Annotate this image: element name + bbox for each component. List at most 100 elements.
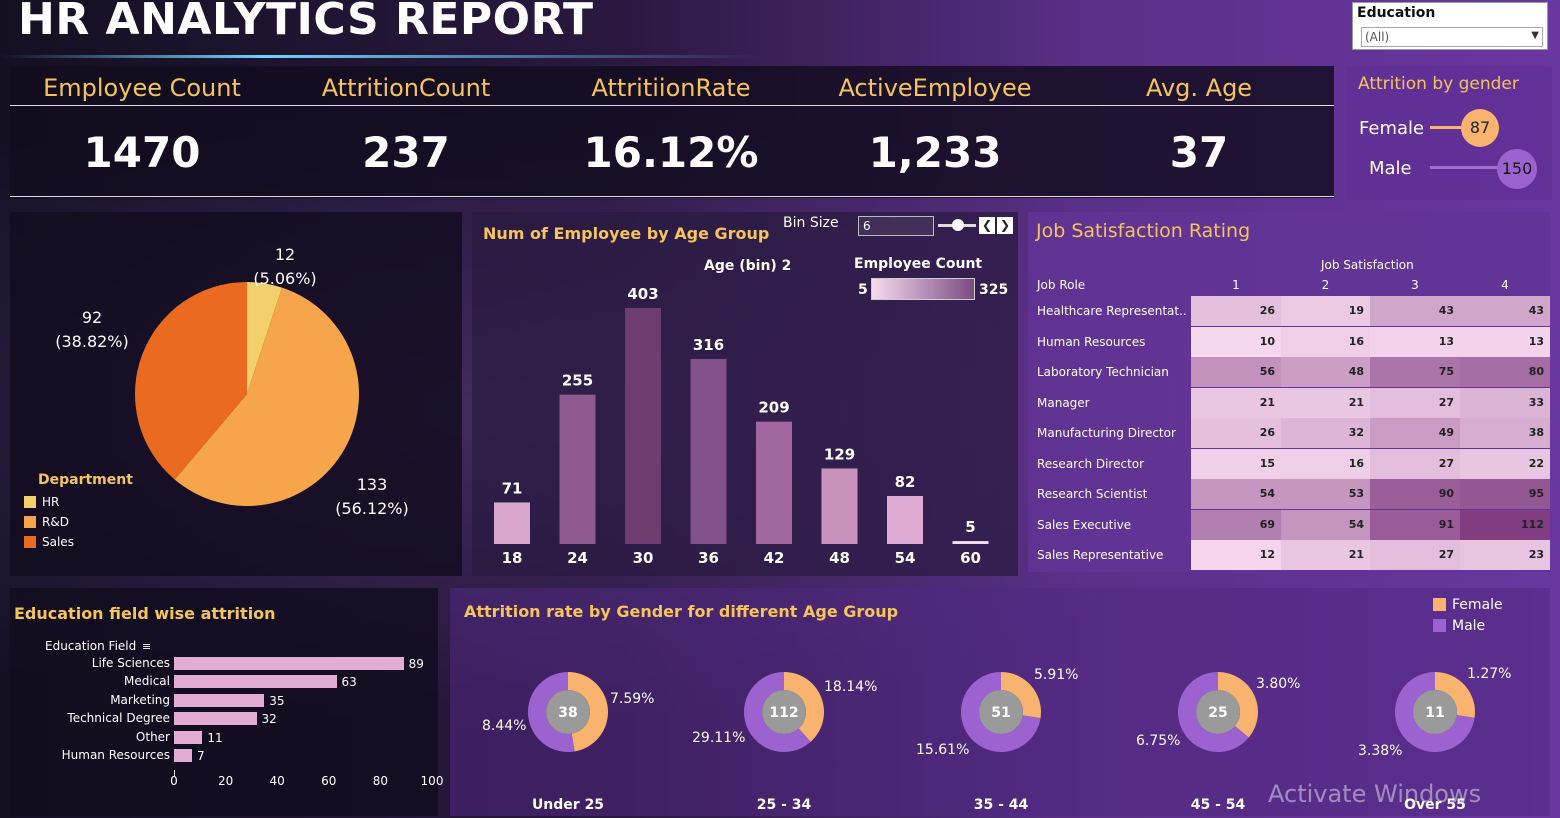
donut-center [546,690,590,734]
heatmap-cell: 112 [1460,509,1550,540]
heatmap-cell: 27 [1370,540,1460,570]
donut-age-label: 45 - 54 [1191,797,1246,813]
donut-female-slice [1218,672,1258,738]
donut-age-label: 35 - 44 [974,797,1029,813]
heatmap-cell: 54 [1191,479,1281,509]
bin-size-input[interactable]: 6 [858,216,934,236]
kpi-label-employee-count: Employee Count [43,74,241,102]
heatmap-cell: 69 [1191,509,1281,540]
heatmap-cell: 21 [1281,387,1370,418]
donut-male-pct: 15.61% [916,742,969,758]
gender-age-title: Attrition rate by Gender for different A… [464,602,899,621]
age-axis-label: Age (bin) 2 [704,258,792,274]
pie-slice-sales [135,282,247,480]
heatmap-row-label: Research Scientist [1037,487,1148,501]
legend-label-sales: Sales [42,535,74,549]
heatmap-row-label: Sales Executive [1037,517,1132,532]
legend-swatch-female [1433,598,1446,611]
donut-male-slice [961,672,1041,752]
gender-age-donut-chart: 38 7.59% 8.44% Under 25 112 18.14% 29.11% 25 - … [482,666,1511,813]
edu-axis-tick-label: 80 [372,774,389,788]
heatmap-cell: 23 [1460,540,1550,570]
chevron-left-icon[interactable]: ❮ [979,217,995,234]
sort-icon[interactable]: ≡ [142,640,152,653]
kpi-label-attrition-rate: AttritiionRate [591,74,751,102]
heatmap-cell: 32 [1281,418,1370,448]
heatmap-cell: 54 [1281,509,1370,540]
edu-axis-tick-label: 0 [170,774,178,788]
heatmap-cell: 15 [1191,448,1281,479]
edu-axis-tick-label: 100 [420,774,444,788]
heatmap-row-label: Research Director [1037,456,1145,471]
heatmap-cell: 19 [1281,296,1370,326]
chevron-right-icon[interactable]: ❯ [997,217,1013,234]
heatmap-cell: 53 [1281,479,1370,509]
kpi-divider [10,105,1334,106]
legend-label-hr: HR [42,495,60,509]
pie-label-sales-count: 92 [82,308,102,327]
edu-bar-label: Medical [124,674,170,689]
heatmap-cell: 43 [1370,296,1460,326]
edu-bar-value: 11 [207,730,223,745]
bin-size-label: Bin Size [783,215,839,231]
gender-attrition-title: Attrition by gender [1358,74,1519,94]
edu-bar-label: Technical Degree [67,711,170,726]
donut-male-pct: 3.38% [1358,743,1402,759]
heatmap-row-label: Manufacturing Director [1037,426,1176,440]
donut-female-slice [784,672,824,742]
edu-bar [174,693,265,707]
donut-total: 25 [1208,705,1227,721]
age-bar-30 [625,308,661,544]
heatmap-cell: 12 [1191,540,1281,570]
heatmap-cell: 33 [1460,387,1550,418]
heatmap-cell: 90 [1370,479,1460,509]
edu-bar-label: Human Resources [61,748,170,762]
bin-size-slider-handle[interactable] [952,219,964,231]
age-group-title: Num of Employee by Age Group [483,224,770,243]
edu-bar-label: Other [135,729,170,744]
pie-label-rd-count: 133 [357,475,388,494]
legend-swatch-hr [24,496,36,508]
donut-total: 51 [991,705,1010,721]
edu-axis-tick-label: 20 [217,774,234,788]
kpi-value-attrition-count: 237 [362,128,450,177]
heatmap-cell: 95 [1460,479,1550,509]
gender-male-line [1430,166,1500,169]
heatmap-cell: 80 [1460,357,1550,387]
donut-male-slice [1178,672,1249,752]
edu-bar-value: 7 [197,749,205,763]
age-bar-category-30: 30 [633,549,654,567]
edu-bar-value: 63 [341,675,357,690]
edu-bar-value: 89 [408,657,424,671]
donut-center [1413,690,1457,734]
watermark: Activate Windows [1268,780,1482,808]
legend-swatch-rd [24,516,36,528]
education-field-header: Education Field [45,639,137,653]
education-filter[interactable]: Education (All) ▼ [1352,2,1548,50]
donut-center [1196,690,1240,734]
education-dropdown[interactable]: (All) ▼ [1361,27,1543,47]
donut-male-slice [1395,672,1475,752]
heatmap-cell: 16 [1281,448,1370,479]
pie-label-hr-pct: (5.06%) [253,269,316,288]
age-bar-value-42: 209 [758,399,789,417]
donut-female-pct: 1.27% [1467,666,1511,682]
heatmap-col-header-4: 4 [1501,278,1509,292]
donut-total: 38 [558,705,577,721]
job-satisfaction-title: Job Satisfaction Rating [1036,220,1251,242]
pie-slice-hr [247,282,283,394]
donut-age-label: Over 55 [1404,797,1466,813]
donut-female-pct: 7.59% [610,691,654,707]
heatmap-row-label: Sales Representative [1037,548,1164,562]
edu-bar [174,675,337,689]
donut-male-slice [744,672,811,752]
age-bar-value-48: 129 [824,445,855,463]
edu-bar [174,730,203,744]
donut-female-pct: 5.91% [1034,667,1078,683]
donut-age-label: 25 - 34 [757,797,812,813]
heatmap-cell: 21 [1191,387,1281,418]
employee-count-legend-title: Employee Count [854,256,983,272]
heatmap-col-header-2: 2 [1321,278,1330,292]
heatmap-cell: 26 [1191,418,1281,448]
age-bar-value-30: 403 [627,285,658,303]
